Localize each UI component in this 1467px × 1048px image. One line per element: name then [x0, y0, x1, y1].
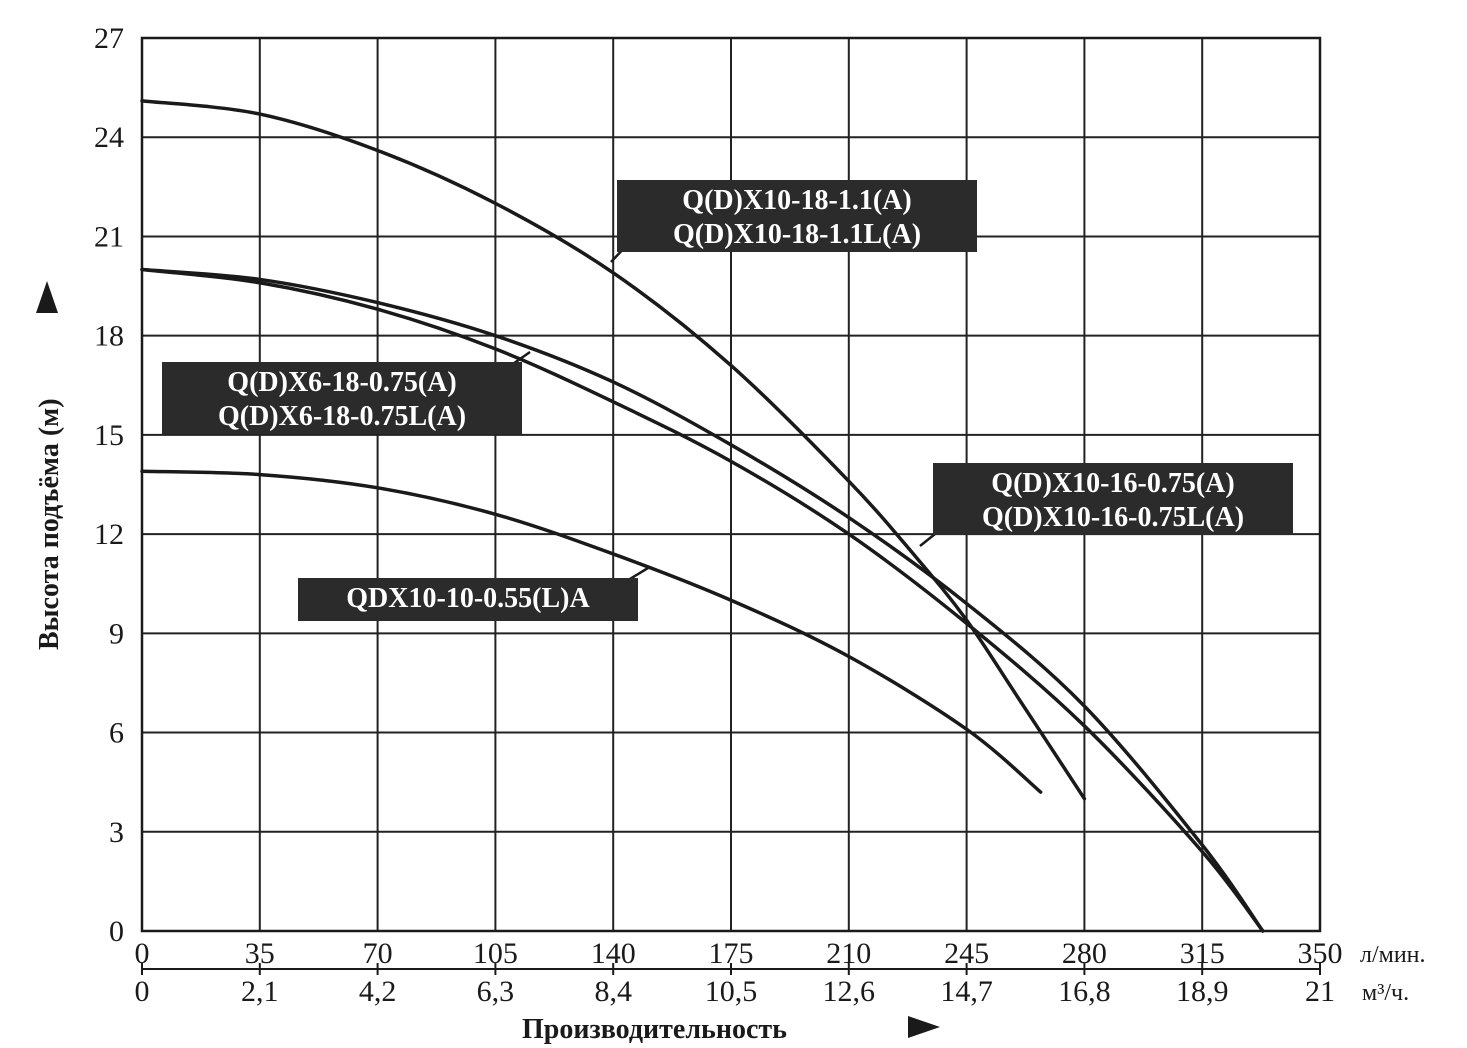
- x2-tick-label: 8,4: [594, 975, 632, 1008]
- label-qdx10-16-0-75: Q(D)X10-16-0.75(A)Q(D)X10-16-0.75L(A): [919, 463, 1293, 547]
- label-line-text: Q(D)X10-18-1.1L(A): [673, 219, 921, 250]
- y-axis-title: Высота подъёма (м): [34, 281, 65, 650]
- x2-tick-label: 4,2: [359, 975, 397, 1008]
- x-unit-label: л/мин.: [1360, 942, 1426, 968]
- x2-tick-label: 2,1: [241, 975, 279, 1008]
- y-tick-label: 18: [94, 320, 124, 353]
- y-tick-label: 27: [94, 22, 124, 55]
- label-qdx10-10-0-55: QDX10-10-0.55(L)A: [298, 566, 649, 621]
- x-tick-labels: 0 35 70 105 140 175 210 245 280 315 350: [135, 937, 1343, 970]
- label-line-text: Q(D)X10-16-0.75(A): [991, 468, 1234, 499]
- label-box: [298, 578, 638, 621]
- label-line-text: Q(D)X6-18-0.75L(A): [218, 401, 466, 432]
- series-labels: Q(D)X10-18-1.1(A)Q(D)X10-18-1.1L(A)Q(D)X…: [162, 180, 1293, 621]
- y-tick-label: 3: [109, 816, 124, 849]
- axis-titles: л/мин. м³/ч. Производительность Высота п…: [34, 281, 1426, 1045]
- y-tick-label: 6: [109, 717, 124, 750]
- label-box: [933, 463, 1293, 535]
- x2-tick-label: 0: [135, 975, 150, 1008]
- x-axis-title-text: Производительность: [522, 1014, 787, 1045]
- label-line-text: QDX10-10-0.55(L)A: [346, 583, 590, 614]
- label-qdx10-18-1-1: Q(D)X10-18-1.1(A)Q(D)X10-18-1.1L(A): [610, 180, 977, 263]
- curves: [140, 99, 1265, 933]
- y-tick-labels: 0 3 6 9 12 15 18 21 24 27: [94, 22, 124, 948]
- y-tick-label: 24: [94, 121, 124, 154]
- y-tick-label: 21: [94, 220, 124, 253]
- x2-tick-label: 16,8: [1058, 975, 1111, 1008]
- x2-tick-label: 10,5: [705, 975, 758, 1008]
- x2-tick-label: 18,9: [1176, 975, 1229, 1008]
- plot-border: [140, 36, 1322, 933]
- label-line-text: Q(D)X6-18-0.75(A): [227, 367, 456, 398]
- y-tick-label: 15: [94, 419, 124, 452]
- y-axis-title-text: Высота подъёма (м): [34, 398, 65, 650]
- x2-tick-label: 21: [1305, 975, 1335, 1008]
- label-line-text: Q(D)X10-18-1.1(A): [682, 185, 911, 216]
- y-tick-label: 9: [109, 617, 124, 650]
- label-line-text: Q(D)X10-16-0.75L(A): [982, 502, 1244, 533]
- label-box: [162, 362, 522, 434]
- x2-unit-label: м³/ч.: [1362, 980, 1409, 1006]
- plot-frame: [140, 36, 1322, 933]
- x-axis-title: Производительность: [522, 1014, 940, 1045]
- y-tick-label: 12: [94, 518, 124, 551]
- curve-qdx10-10-0-55: [140, 469, 1043, 794]
- curve-qdx10-18-1-1: [140, 99, 1087, 801]
- label-qdx6-18-0-75: Q(D)X6-18-0.75(A)Q(D)X6-18-0.75L(A): [162, 350, 531, 434]
- label-leader-line: [629, 566, 649, 581]
- x2-tick-label: 14,7: [940, 975, 993, 1008]
- curve-qdx6-18-0-75: [140, 267, 1265, 933]
- x2-tick-label: 6,3: [477, 975, 515, 1008]
- y-axis-arrow-icon: [36, 281, 58, 313]
- x-tick-label: 0: [135, 937, 150, 970]
- x2-tick-label: 12,6: [823, 975, 876, 1008]
- x2-tick-labels: 0 2,1 4,2 6,3 8,4 10,5 12,6 14,7 16,8 18,9 21: [135, 963, 1335, 1008]
- x-axis-arrow-icon: [908, 1016, 940, 1038]
- y-tick-label: 0: [109, 915, 124, 948]
- label-box: [617, 180, 977, 252]
- curve-qdx10-16-0-75: [140, 267, 1265, 933]
